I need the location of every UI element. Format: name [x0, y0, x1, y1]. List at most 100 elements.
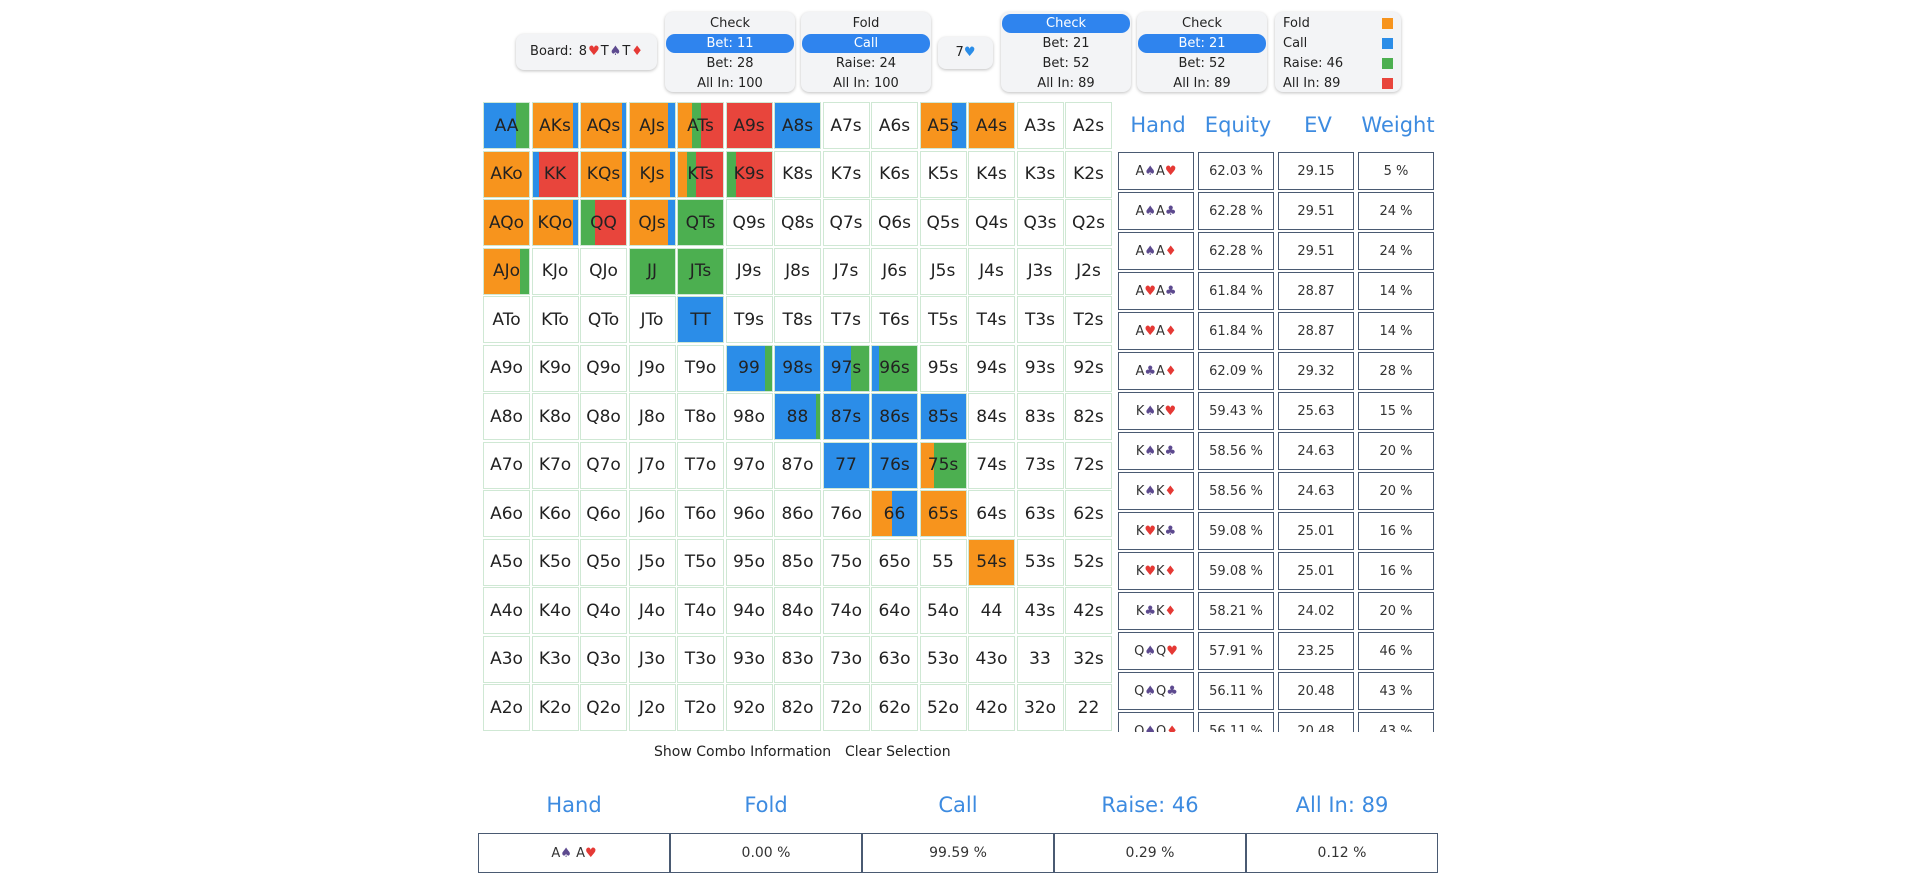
action-option-selected[interactable]: Call [802, 34, 930, 53]
grid-cell-j6s[interactable]: J6s [871, 247, 918, 295]
grid-cell-88[interactable]: 88 [774, 393, 821, 440]
table-row[interactable]: Q♠Q♦ 56.11 % 20.48 43 % [1118, 712, 1440, 732]
grid-cell-q7s[interactable]: Q7s [822, 199, 870, 246]
grid-cell-k8s[interactable]: K8s [774, 150, 821, 198]
grid-cell-44[interactable]: 44 [968, 587, 1015, 634]
grid-cell-j8o[interactable]: J8o [628, 393, 676, 440]
action-option[interactable]: Bet: 21 [1042, 36, 1090, 51]
grid-cell-74s[interactable]: 74s [968, 441, 1015, 489]
grid-cell-76s[interactable]: 76s [871, 441, 918, 489]
action-option[interactable]: All In: 89 [1037, 76, 1095, 91]
grid-cell-a5s[interactable]: A5s [919, 102, 967, 149]
grid-cell-k4s[interactable]: K4s [968, 150, 1015, 198]
grid-cell-j7s[interactable]: J7s [822, 247, 870, 295]
grid-cell-98o[interactable]: 98o [725, 393, 773, 440]
grid-cell-q4s[interactable]: Q4s [968, 199, 1015, 246]
grid-cell-j4o[interactable]: J4o [628, 587, 676, 634]
grid-cell-82o[interactable]: 82o [774, 684, 821, 731]
grid-cell-99[interactable]: 99 [725, 344, 773, 392]
table-row[interactable]: K♠K♦ 58.56 % 24.63 20 % [1118, 472, 1440, 510]
grid-cell-k3s[interactable]: K3s [1016, 150, 1064, 198]
grid-cell-85o[interactable]: 85o [774, 538, 821, 586]
action-option[interactable]: All In: 100 [833, 76, 899, 91]
grid-cell-a8o[interactable]: A8o [483, 393, 530, 440]
grid-cell-j8s[interactable]: J8s [774, 247, 821, 295]
grid-cell-83o[interactable]: 83o [774, 635, 821, 683]
grid-cell-j5o[interactable]: J5o [628, 538, 676, 586]
action-option[interactable]: Bet: 28 [706, 56, 754, 71]
grid-cell-87o[interactable]: 87o [774, 441, 821, 489]
grid-cell-k8o[interactable]: K8o [531, 393, 579, 440]
action-option-selected[interactable]: Bet: 11 [666, 34, 794, 53]
table-row[interactable]: K♣K♦ 58.21 % 24.02 20 % [1118, 592, 1440, 630]
grid-cell-q8o[interactable]: Q8o [580, 393, 627, 440]
grid-cell-aa[interactable]: AA [483, 102, 530, 149]
grid-cell-63o[interactable]: 63o [871, 635, 918, 683]
action-option[interactable]: All In: 89 [1173, 76, 1231, 91]
grid-cell-73o[interactable]: 73o [822, 635, 870, 683]
grid-cell-ajs[interactable]: AJs [628, 102, 676, 149]
grid-cell-a2o[interactable]: A2o [483, 684, 530, 731]
turn-card[interactable]: 7♥ [938, 37, 993, 69]
action-option[interactable]: Fold [852, 16, 880, 31]
grid-cell-t7o[interactable]: T7o [677, 441, 724, 489]
action-option[interactable]: Raise: 24 [835, 56, 897, 71]
grid-cell-kto[interactable]: KTo [531, 296, 579, 343]
grid-cell-k2o[interactable]: K2o [531, 684, 579, 731]
grid-cell-92o[interactable]: 92o [725, 684, 773, 731]
grid-cell-kqo[interactable]: KQo [531, 199, 579, 246]
grid-cell-92s[interactable]: 92s [1065, 344, 1112, 392]
grid-cell-q4o[interactable]: Q4o [580, 587, 627, 634]
grid-cell-q8s[interactable]: Q8s [774, 199, 821, 246]
grid-cell-86s[interactable]: 86s [871, 393, 918, 440]
table-row[interactable]: A♥A♦ 61.84 % 28.87 14 % [1118, 312, 1440, 350]
grid-cell-a8s[interactable]: A8s [774, 102, 821, 149]
grid-cell-32s[interactable]: 32s [1065, 635, 1112, 683]
grid-cell-jto[interactable]: JTo [628, 296, 676, 343]
grid-cell-kqs[interactable]: KQs [580, 150, 627, 198]
grid-cell-k9o[interactable]: K9o [531, 344, 579, 392]
clear-selection-button[interactable]: Clear Selection [845, 744, 951, 760]
grid-cell-64o[interactable]: 64o [871, 587, 918, 634]
grid-cell-k2s[interactable]: K2s [1065, 150, 1112, 198]
grid-cell-k9s[interactable]: K9s [725, 150, 773, 198]
grid-cell-a2s[interactable]: A2s [1065, 102, 1112, 149]
grid-cell-q9o[interactable]: Q9o [580, 344, 627, 392]
grid-cell-54o[interactable]: 54o [919, 587, 967, 634]
grid-cell-63s[interactable]: 63s [1016, 490, 1064, 537]
grid-cell-j3s[interactable]: J3s [1016, 247, 1064, 295]
grid-cell-t7s[interactable]: T7s [822, 296, 870, 343]
grid-cell-aqs[interactable]: AQs [580, 102, 627, 149]
grid-cell-a6s[interactable]: A6s [871, 102, 918, 149]
grid-cell-kk[interactable]: KK [531, 150, 579, 198]
grid-cell-t8s[interactable]: T8s [774, 296, 821, 343]
grid-cell-75o[interactable]: 75o [822, 538, 870, 586]
grid-cell-a3o[interactable]: A3o [483, 635, 530, 683]
grid-cell-q6o[interactable]: Q6o [580, 490, 627, 537]
grid-cell-t9s[interactable]: T9s [725, 296, 773, 343]
grid-cell-kjs[interactable]: KJs [628, 150, 676, 198]
grid-cell-95s[interactable]: 95s [919, 344, 967, 392]
grid-cell-j5s[interactable]: J5s [919, 247, 967, 295]
grid-cell-q3o[interactable]: Q3o [580, 635, 627, 683]
grid-cell-43s[interactable]: 43s [1016, 587, 1064, 634]
grid-cell-t5o[interactable]: T5o [677, 538, 724, 586]
grid-cell-85s[interactable]: 85s [919, 393, 967, 440]
table-row[interactable]: K♠K♥ 59.43 % 25.63 15 % [1118, 392, 1440, 430]
grid-cell-j3o[interactable]: J3o [628, 635, 676, 683]
grid-cell-94s[interactable]: 94s [968, 344, 1015, 392]
grid-cell-72s[interactable]: 72s [1065, 441, 1112, 489]
grid-cell-53o[interactable]: 53o [919, 635, 967, 683]
grid-cell-q3s[interactable]: Q3s [1016, 199, 1064, 246]
grid-cell-a9s[interactable]: A9s [725, 102, 773, 149]
grid-cell-qts[interactable]: QTs [677, 199, 724, 246]
grid-cell-75s[interactable]: 75s [919, 441, 967, 489]
grid-cell-t6s[interactable]: T6s [871, 296, 918, 343]
grid-cell-86o[interactable]: 86o [774, 490, 821, 537]
grid-cell-96o[interactable]: 96o [725, 490, 773, 537]
grid-cell-tt[interactable]: TT [677, 296, 724, 343]
action-option[interactable]: Check [1182, 16, 1222, 31]
grid-cell-q9s[interactable]: Q9s [725, 199, 773, 246]
grid-cell-t2s[interactable]: T2s [1065, 296, 1112, 343]
table-row[interactable]: A♣A♦ 62.09 % 29.32 28 % [1118, 352, 1440, 390]
